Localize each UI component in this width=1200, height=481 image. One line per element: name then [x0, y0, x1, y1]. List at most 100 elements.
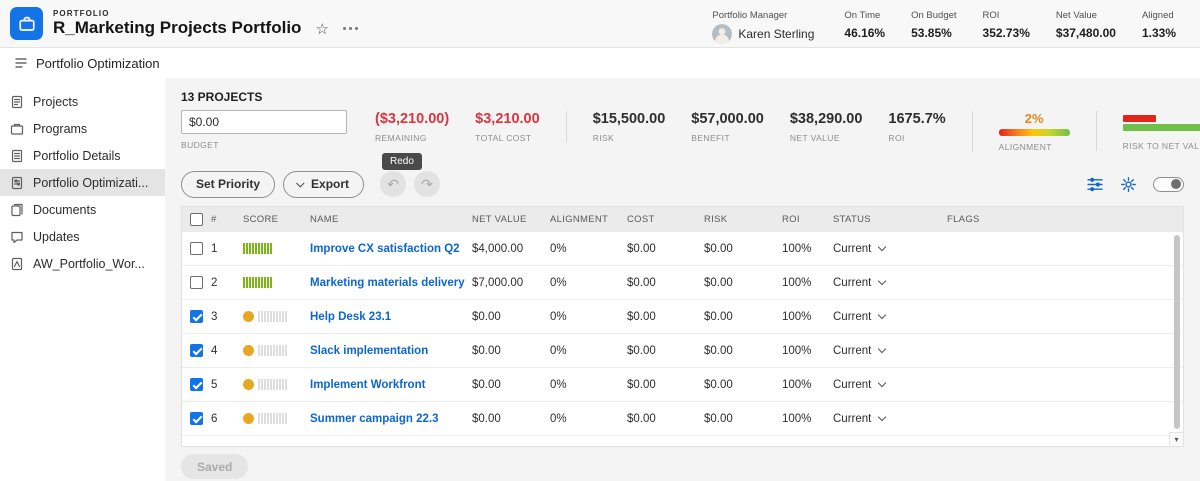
cell-value: 0% — [550, 344, 567, 357]
cell-value: 0% — [550, 242, 567, 255]
sidebar-item[interactable]: Projects — [0, 88, 165, 115]
row-checkbox[interactable] — [190, 242, 203, 255]
column-header[interactable]: COST — [627, 214, 655, 225]
table-row: 1 Improve CX satisfaction Q2 $4,000.00 0% $0… — [182, 232, 1183, 266]
cell-value: 100% — [782, 344, 812, 357]
column-header[interactable]: FLAGS — [947, 214, 980, 225]
undo-button[interactable]: ↶ — [380, 171, 407, 197]
workfront-doc-icon — [10, 257, 24, 271]
project-name-link[interactable]: Summer campaign 22.3 — [310, 412, 439, 425]
chevron-down-icon — [878, 378, 887, 388]
topbar: PORTFOLIO R_Marketing Projects Portfolio… — [0, 0, 1200, 48]
row-number: 4 — [211, 344, 218, 357]
settings-gear-icon[interactable] — [1120, 176, 1137, 193]
column-header[interactable]: RISK — [704, 214, 728, 225]
cell-value: 0% — [550, 310, 567, 323]
row-checkbox[interactable] — [190, 276, 203, 289]
set-priority-button[interactable]: Set Priority — [181, 170, 276, 198]
row-number: 3 — [211, 310, 218, 323]
project-name-link[interactable]: Implement Workfront — [310, 378, 426, 391]
portfolio-details-icon — [10, 149, 24, 163]
sidebar-item[interactable]: Programs — [0, 115, 165, 142]
status-dropdown[interactable]: Current — [827, 311, 941, 323]
sidebar-item-label: Programs — [33, 121, 88, 136]
project-name-link[interactable]: Marketing materials delivery — [310, 276, 465, 289]
cell-value: $0.00 — [472, 378, 501, 391]
table-body: 1 Improve CX satisfaction Q2 $4,000.00 0% $0… — [182, 232, 1183, 446]
cell-value: $0.00 — [704, 310, 733, 323]
cell-value: 0% — [550, 276, 567, 289]
status-dropdown[interactable]: Current — [827, 413, 941, 425]
risk-to-net-value-widget: 0.29 0.71 RISK TO NET VALUE — [1095, 111, 1200, 151]
title-block: PORTFOLIO R_Marketing Projects Portfolio… — [53, 9, 358, 38]
view-toggle[interactable] — [1153, 176, 1184, 192]
budget-input[interactable] — [181, 110, 347, 134]
status-dropdown[interactable]: Current — [827, 277, 941, 289]
toolbar: Set Priority Export ↶ ↷ Redo — [181, 153, 1184, 198]
sidebar-item[interactable]: Portfolio Optimizati... — [0, 169, 165, 196]
status-dropdown[interactable]: Current — [827, 379, 941, 391]
budget-block: 13 PROJECTS BUDGET — [181, 90, 349, 150]
chevron-down-icon — [878, 412, 887, 422]
filter-icon[interactable] — [1086, 177, 1104, 192]
status-dropdown[interactable]: Current — [827, 243, 941, 255]
column-header[interactable]: NAME — [310, 214, 339, 225]
sidebar-item[interactable]: Portfolio Details — [0, 142, 165, 169]
cell-value: $0.00 — [704, 378, 733, 391]
summary-metrics: ($3,210.00) REMAINING $3,210.00 TOTAL COST $… — [375, 111, 946, 143]
column-header[interactable]: # — [182, 213, 237, 226]
favorite-star-icon[interactable]: ☆ — [315, 20, 329, 38]
row-checkbox[interactable] — [190, 412, 203, 425]
portfolio-eyebrow: PORTFOLIO — [53, 9, 110, 19]
sidebar-nav: Projects Programs Portfolio Details Portfol… — [0, 78, 165, 481]
score-indicator — [237, 243, 304, 254]
cell-value: 100% — [782, 242, 812, 255]
sidebar-item-label: AW_Portfolio_Wor... — [33, 256, 145, 271]
saved-button[interactable]: Saved — [181, 454, 249, 479]
score-indicator — [237, 345, 304, 356]
warning-icon — [243, 311, 254, 322]
risk-to-net-value-label: RISK TO NET VALUE — [1122, 141, 1200, 151]
more-options-icon[interactable] — [342, 27, 358, 30]
column-header[interactable]: ROI — [782, 214, 800, 225]
cell-value: 0% — [550, 412, 567, 425]
warning-icon — [243, 345, 254, 356]
row-checkbox[interactable] — [190, 378, 203, 391]
redo-button[interactable]: ↷ — [414, 171, 441, 197]
select-all-checkbox[interactable] — [190, 213, 203, 226]
alignment-gradient-bar — [998, 129, 1070, 136]
scroll-down-button[interactable]: ▾ — [1169, 432, 1183, 446]
status-dropdown[interactable]: Current — [827, 345, 941, 357]
vertical-scrollbar[interactable] — [1173, 233, 1181, 431]
cell-value: $4,000.00 — [472, 242, 524, 255]
sidebar-item[interactable]: Documents — [0, 196, 165, 223]
projects-table: # SCORE NAME NET VALUE ALIGNMENT COST RISK ROI S… — [181, 206, 1184, 447]
column-header[interactable]: ALIGNMENT — [550, 214, 609, 225]
column-header[interactable]: SCORE — [243, 214, 279, 225]
main-content: 13 PROJECTS BUDGET ($3,210.00)REMAINING $… — [165, 78, 1200, 481]
column-header[interactable]: STATUS — [833, 214, 871, 225]
export-button[interactable]: Export — [283, 170, 365, 198]
manager-name: Karen Sterling — [738, 26, 815, 41]
row-number: 6 — [211, 412, 218, 425]
sidebar-item[interactable]: AW_Portfolio_Wor... — [0, 250, 165, 277]
table-row — [182, 436, 1183, 446]
scrollbar-thumb[interactable] — [1174, 235, 1180, 429]
table-row: 3 Help Desk 23.1 $0.00 0% $0.00 $0.00 100% Curr… — [182, 300, 1183, 334]
table-row: 2 Marketing materials delivery $7,000.00 0%… — [182, 266, 1183, 300]
project-name-link[interactable]: Slack implementation — [310, 344, 429, 357]
header-metric: On Time 46.16% — [844, 9, 886, 40]
cell-value: 100% — [782, 412, 812, 425]
cell-value: $0.00 — [627, 242, 656, 255]
sidebar-item[interactable]: Updates — [0, 223, 165, 250]
column-header[interactable]: NET VALUE — [472, 214, 527, 225]
row-number: 2 — [211, 276, 218, 289]
chevron-down-icon — [878, 242, 887, 252]
row-checkbox[interactable] — [190, 344, 203, 357]
project-name-link[interactable]: Help Desk 23.1 — [310, 310, 392, 323]
project-name-link[interactable]: Improve CX satisfaction Q2 — [310, 242, 460, 255]
workfront-app-icon[interactable] — [10, 7, 43, 40]
avatar[interactable] — [712, 23, 733, 44]
row-checkbox[interactable] — [190, 310, 203, 323]
summary-metric: $3,210.00 TOTAL COST — [475, 111, 540, 143]
